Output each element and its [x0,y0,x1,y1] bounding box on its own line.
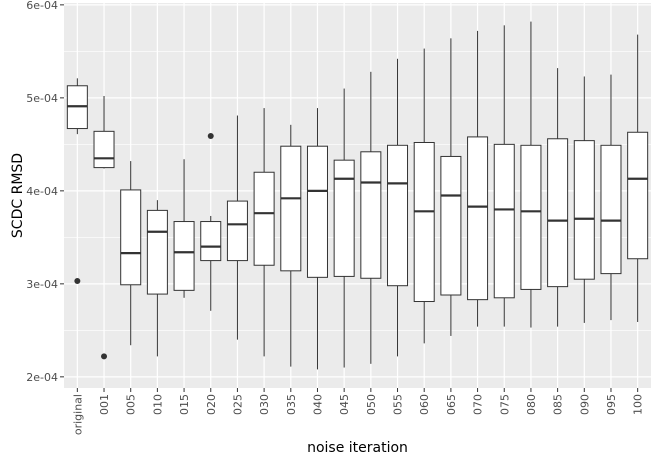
box-body [333,159,355,277]
y-tick-label: 4e-04 [26,185,58,198]
x-tick-label: 055 [392,394,405,415]
box-045 [333,88,355,368]
x-tick-label: 060 [418,394,431,415]
x-tick-label: 020 [205,394,218,415]
box-001 [93,95,115,360]
box-body [93,130,115,169]
box-010 [146,200,168,357]
x-tick-label: 015 [178,394,191,415]
box-body [306,145,328,278]
y-tick-label: 3e-04 [26,278,58,291]
box-095 [600,74,622,321]
y-tick-label: 2e-04 [26,371,58,384]
box-body [547,138,569,288]
y-tick-label: 6e-04 [26,0,58,12]
box-body [493,143,515,299]
box-025 [226,115,248,340]
box-body [280,145,302,272]
x-tick-label: 030 [258,394,271,415]
box-100 [627,34,649,322]
x-tick-label: 050 [365,394,378,415]
box-series [66,21,649,370]
box-015 [173,159,195,298]
box-005 [120,161,142,346]
box-body [146,209,168,295]
outlier-point [207,132,214,139]
box-body [440,155,462,296]
x-tick-label: 040 [311,394,324,415]
x-tick-label: 035 [285,394,298,415]
box-body [226,200,248,262]
box-085 [547,68,569,327]
y-axis-title: SCDC RMSD [10,153,26,238]
x-tick-label: 070 [472,394,485,415]
y-axis: 2e-04 3e-04 4e-04 5e-04 6e-04 [26,0,64,384]
box-020 [200,132,222,311]
x-tick-label: 090 [578,394,591,415]
outlier-point [101,353,108,360]
box-065 [440,38,462,336]
box-075 [493,25,515,327]
box-body [173,221,195,291]
x-tick-label: 005 [125,394,138,415]
x-tick-label: 001 [98,394,111,415]
box-body [600,144,622,275]
x-axis-title: noise iteration [307,440,408,456]
box-060 [413,48,435,344]
box-035 [280,124,302,367]
x-tick-label: 085 [552,394,565,415]
x-tick-label: 025 [231,394,244,415]
box-050 [360,71,382,364]
outlier-point [74,278,81,285]
x-tick-label: 065 [445,394,458,415]
x-tick-label: 080 [525,394,538,415]
box-body [573,140,595,280]
box-040 [306,108,328,370]
box-090 [573,76,595,323]
box-original [66,78,88,285]
box-055 [387,58,409,357]
box-body [413,141,435,303]
x-tick-label: 075 [498,394,511,415]
box-body [520,144,542,290]
box-070 [467,30,489,327]
box-body [387,144,409,287]
box-body [253,171,275,266]
x-tick-label: original [71,394,84,435]
x-tick-label: 100 [632,394,645,415]
box-080 [520,21,542,328]
box-body [467,136,489,301]
x-axis: original 001 005 010 015 020 025 030 035 040 045 05… [71,388,645,435]
box-030 [253,108,275,357]
x-tick-label: 045 [338,394,351,415]
box-body [360,151,382,279]
y-tick-label: 5e-04 [26,92,58,105]
x-tick-label: 010 [151,394,164,415]
x-tick-label: 095 [605,394,618,415]
box-body [627,131,649,260]
box-body [120,189,142,286]
box-body [200,221,222,262]
